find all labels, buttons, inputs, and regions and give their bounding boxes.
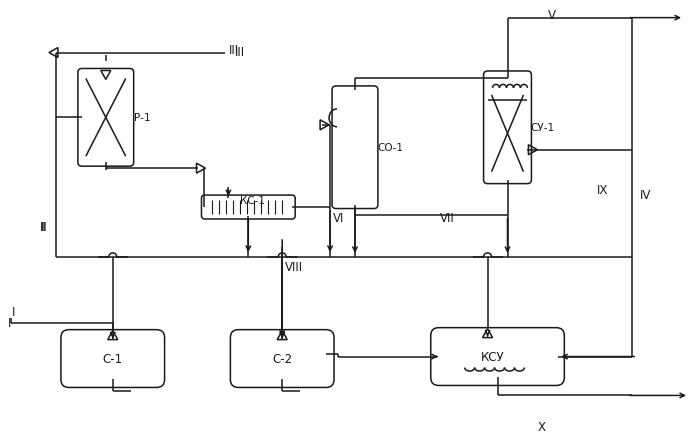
- Text: II: II: [41, 221, 48, 234]
- Text: VIII: VIII: [285, 261, 303, 274]
- Text: III: III: [228, 44, 239, 57]
- Text: СО-1: СО-1: [377, 143, 403, 153]
- Text: I: I: [12, 306, 15, 318]
- Text: IV: IV: [640, 188, 652, 201]
- Text: I: I: [8, 316, 11, 329]
- Text: II: II: [40, 221, 46, 234]
- Text: VII: VII: [440, 211, 455, 224]
- Text: КС-1: КС-1: [240, 196, 265, 205]
- Text: V: V: [548, 9, 556, 21]
- Text: VI: VI: [333, 211, 344, 224]
- Text: КСУ: КСУ: [481, 350, 505, 363]
- Text: Р-1: Р-1: [134, 113, 150, 123]
- Text: С-2: С-2: [272, 352, 293, 365]
- Text: X: X: [538, 420, 545, 433]
- Text: С-1: С-1: [103, 352, 122, 365]
- Text: IX: IX: [597, 183, 608, 196]
- Text: III: III: [235, 46, 246, 59]
- Text: СУ-1: СУ-1: [531, 123, 554, 133]
